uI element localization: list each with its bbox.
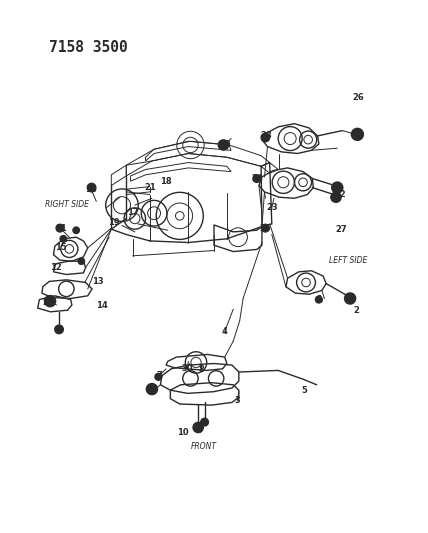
Text: 27: 27 bbox=[336, 225, 348, 233]
Text: 15: 15 bbox=[55, 244, 67, 252]
Circle shape bbox=[73, 227, 80, 233]
Circle shape bbox=[315, 296, 322, 303]
Text: 19: 19 bbox=[107, 219, 119, 227]
Text: 13: 13 bbox=[92, 277, 104, 286]
Circle shape bbox=[87, 183, 96, 192]
Text: 16: 16 bbox=[85, 185, 97, 193]
Text: 14: 14 bbox=[96, 301, 108, 310]
Text: 8: 8 bbox=[198, 365, 204, 374]
Circle shape bbox=[262, 224, 269, 232]
Circle shape bbox=[253, 175, 261, 182]
Text: 23: 23 bbox=[266, 204, 278, 212]
Circle shape bbox=[345, 293, 356, 304]
Circle shape bbox=[351, 128, 363, 140]
Circle shape bbox=[193, 422, 203, 433]
Circle shape bbox=[78, 258, 85, 264]
Text: FRONT: FRONT bbox=[190, 442, 217, 451]
Circle shape bbox=[332, 182, 343, 193]
Text: 25: 25 bbox=[259, 224, 271, 232]
Text: 5: 5 bbox=[302, 386, 308, 395]
Circle shape bbox=[56, 224, 64, 232]
Text: 22: 22 bbox=[334, 190, 346, 199]
Text: 7: 7 bbox=[156, 372, 162, 380]
Text: 1: 1 bbox=[316, 295, 322, 304]
Text: 11: 11 bbox=[55, 224, 67, 232]
Text: 20: 20 bbox=[42, 298, 54, 307]
Text: 21: 21 bbox=[145, 183, 157, 192]
Text: 18: 18 bbox=[160, 177, 172, 185]
Text: 24: 24 bbox=[252, 174, 264, 183]
Text: RIGHT SIDE: RIGHT SIDE bbox=[45, 200, 89, 208]
Text: 10: 10 bbox=[177, 429, 189, 437]
Circle shape bbox=[261, 133, 270, 142]
Circle shape bbox=[201, 418, 208, 426]
Circle shape bbox=[331, 192, 341, 203]
Text: 2: 2 bbox=[353, 306, 359, 314]
Text: 3: 3 bbox=[235, 397, 241, 405]
Text: 12: 12 bbox=[50, 263, 62, 272]
Circle shape bbox=[60, 236, 67, 242]
Text: 6: 6 bbox=[152, 385, 158, 393]
Circle shape bbox=[155, 374, 162, 380]
Text: 17: 17 bbox=[127, 208, 139, 217]
Text: LEFT SIDE: LEFT SIDE bbox=[329, 256, 367, 264]
Circle shape bbox=[146, 384, 158, 394]
Circle shape bbox=[45, 296, 56, 306]
Text: 26: 26 bbox=[353, 93, 365, 101]
Text: 4: 4 bbox=[222, 327, 228, 336]
Text: 28: 28 bbox=[260, 132, 272, 140]
Text: 30: 30 bbox=[182, 365, 193, 373]
Text: 29: 29 bbox=[219, 141, 231, 149]
Text: 9: 9 bbox=[196, 426, 202, 435]
Text: 7158 3500: 7158 3500 bbox=[49, 40, 128, 55]
Circle shape bbox=[218, 140, 229, 150]
Circle shape bbox=[55, 325, 63, 334]
